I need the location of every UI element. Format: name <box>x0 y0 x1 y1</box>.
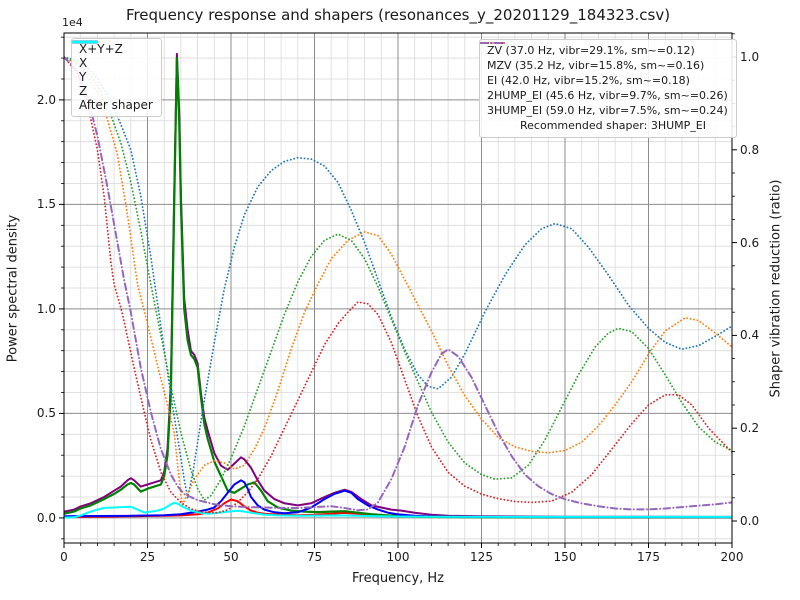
series-y <box>64 57 732 519</box>
y-left-tick-label: 0.0 <box>36 510 56 525</box>
legend-item: Y <box>72 40 153 84</box>
legend-label: After shaper <box>79 98 153 112</box>
y-left-axis-label: Power spectral density <box>5 214 21 363</box>
x-tick-label: 150 <box>553 550 577 564</box>
legend-item: MZV (35.2 Hz, vibr=15.8%, sm~=0.16) <box>480 42 728 73</box>
x-tick-label: 50 <box>223 550 239 564</box>
x-tick-label: 75 <box>306 550 323 564</box>
series-mzv <box>64 56 732 506</box>
y-right-tick-label: 1.0 <box>740 49 760 64</box>
x-tick-label: 25 <box>139 550 156 564</box>
y-axis-offset-label: 1e4 <box>62 16 83 29</box>
series-after-shaper <box>64 501 732 519</box>
y-right-tick-label: 0.0 <box>740 514 760 528</box>
legend-item: ZV (37.0 Hz, vibr=29.1%, sm~=0.12) <box>480 42 728 58</box>
legend-line-swatch <box>72 40 98 44</box>
series-z <box>64 479 732 519</box>
legend-item: After shaper <box>72 40 153 112</box>
legend-item: EI (42.0 Hz, vibr=15.2%, sm~=0.18) <box>480 42 728 88</box>
y-right-tick-label: 0.6 <box>740 235 760 250</box>
y-left-tick-label: 2.0 <box>36 92 56 107</box>
series-2hump-ei <box>64 56 732 514</box>
legend-line-swatch <box>480 42 506 44</box>
legend-item: Z <box>72 40 153 98</box>
legend-item: X <box>72 40 153 70</box>
y-right-tick-label: 0.2 <box>740 421 760 436</box>
x-tick-label: 125 <box>470 550 493 564</box>
series-zv <box>64 56 732 499</box>
legend-label: Z <box>79 84 88 98</box>
legend-item: 2HUMP_EI (45.6 Hz, vibr=9.7%, sm~=0.26) <box>480 42 728 103</box>
y-right-tick-label: 0.8 <box>740 142 760 157</box>
legend-label: EI (42.0 Hz, vibr=15.2%, sm~=0.18) <box>487 74 690 87</box>
x-tick-label: 100 <box>386 550 410 564</box>
x-tick-label: 0 <box>60 550 68 564</box>
legend-label: 3HUMP_EI (59.0 Hz, vibr=7.5%, sm~=0.24) <box>487 104 728 117</box>
legend-note-row: Recommended shaper: 3HUMP_EI <box>487 119 728 133</box>
chart-title: Frequency response and shapers (resonanc… <box>125 6 671 24</box>
series-3hump-ei <box>64 56 732 512</box>
y-left-tick-label: 0.5 <box>36 406 56 421</box>
legend-label: MZV (35.2 Hz, vibr=15.8%, sm~=0.16) <box>487 59 705 72</box>
legend-shapers: ZV (37.0 Hz, vibr=29.1%, sm~=0.12) MZV (3… <box>479 39 737 138</box>
y-left-tick-label: 1.0 <box>36 301 56 316</box>
legend-label: X+Y+Z <box>79 42 123 56</box>
y-left-tick-label: 1.5 <box>36 197 56 212</box>
legend-label: Y <box>79 70 87 84</box>
plot-border <box>63 32 733 544</box>
recommended-shaper-note: Recommended shaper: 3HUMP_EI <box>520 119 706 132</box>
y-right-axis-label: Shaper vibration reduction (ratio) <box>768 179 784 398</box>
x-axis-label: Frequency, Hz <box>351 571 445 586</box>
series-x-y-z <box>64 52 732 518</box>
legend-item: 3HUMP_EI (59.0 Hz, vibr=7.5%, sm~=0.24) <box>480 42 728 118</box>
curves <box>64 52 732 519</box>
y-right-tick-label: 0.4 <box>740 328 760 343</box>
legend-label: 2HUMP_EI (45.6 Hz, vibr=9.7%, sm~=0.26) <box>487 89 728 102</box>
series-ei <box>64 56 732 501</box>
x-tick-label: 175 <box>637 550 660 564</box>
legend-label: X <box>79 56 88 70</box>
legend-label: ZV (37.0 Hz, vibr=29.1%, sm~=0.12) <box>487 44 695 57</box>
legend-psd: X+Y+Z X Y Z After shaper <box>71 38 162 117</box>
x-tick-label: 200 <box>720 550 744 564</box>
